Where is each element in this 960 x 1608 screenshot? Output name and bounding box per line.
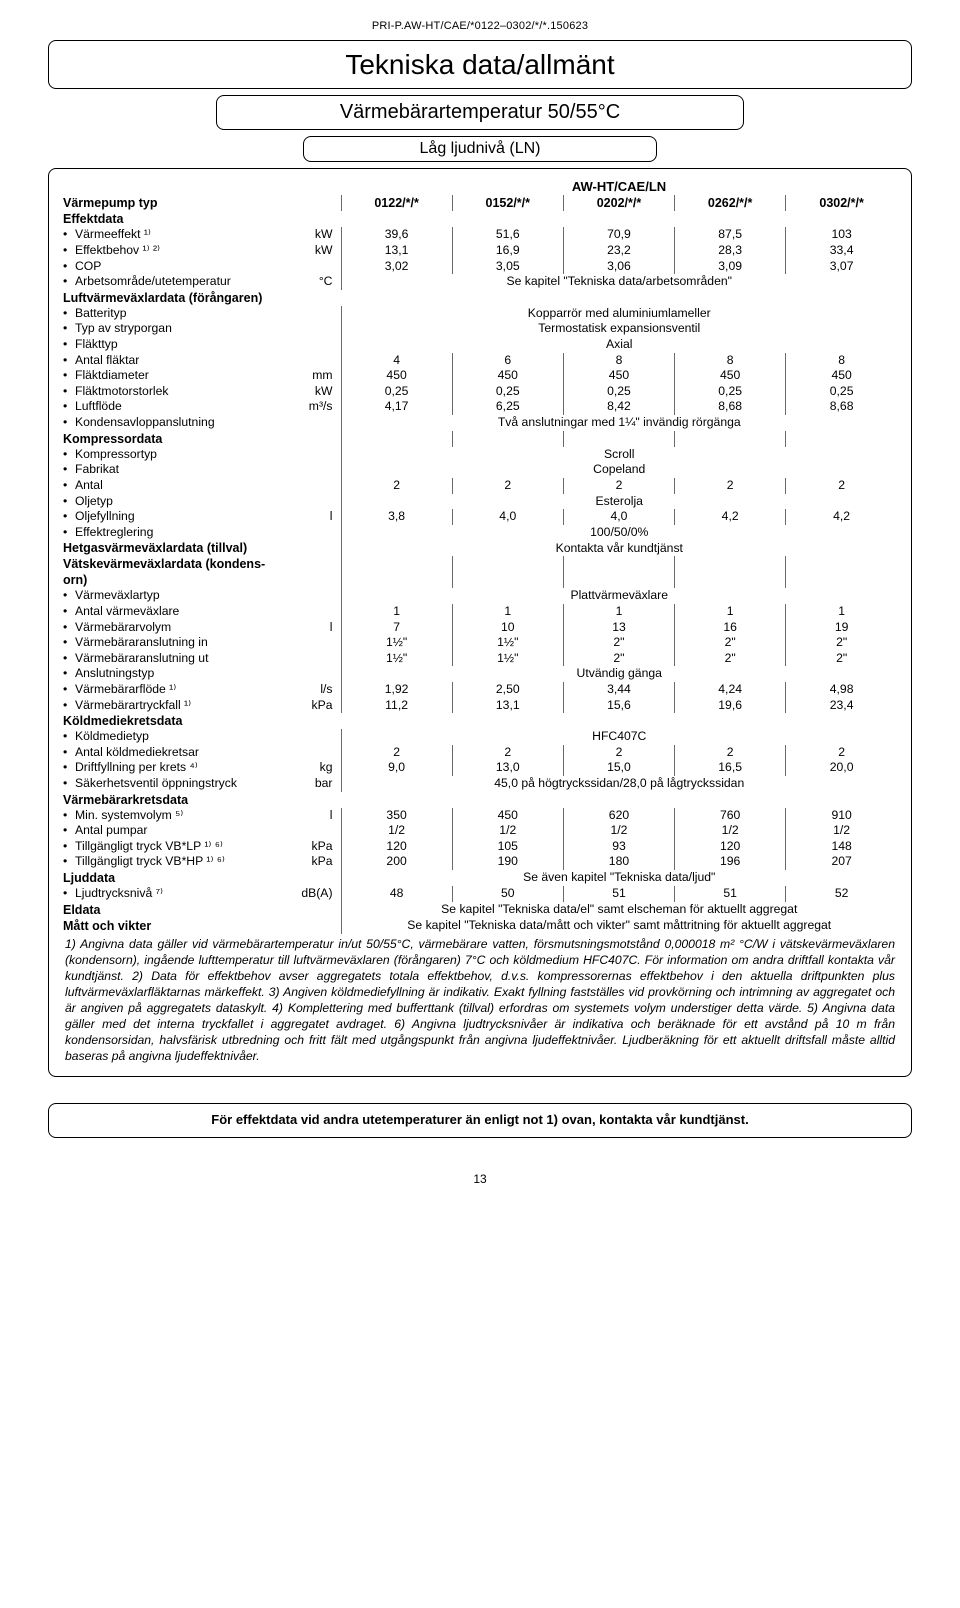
varmeeffekt-unit: kW	[293, 227, 341, 243]
anslut-span: Utvändig gänga	[341, 666, 897, 682]
row-pumptype: Värmepump typ	[63, 195, 293, 211]
koldtyp-span: HFC407C	[341, 729, 897, 745]
komptyp-span: Scroll	[341, 447, 897, 463]
komptyp-label: Kompressortyp	[63, 447, 157, 461]
eldata-span: Se kapitel "Tekniska data/el" samt elsch…	[341, 902, 897, 918]
arbets-label: Arbetsområde/utetemperatur	[63, 274, 231, 288]
flakttyp-span: Axial	[341, 337, 897, 353]
vbhp-label: Tillgängligt tryck VB*HP ¹⁾ ⁶⁾	[63, 854, 225, 868]
flakttyp-label: Fläkttyp	[63, 337, 118, 351]
drift-label: Driftfyllning per krets ⁴⁾	[63, 760, 198, 774]
subtitle: Värmebärartemperatur 50/55°C	[216, 95, 743, 130]
cop-label: COP	[63, 259, 101, 273]
vbflode-label: Värmebärarflöde ¹⁾	[63, 682, 176, 696]
effektbehov-unit: kW	[293, 243, 341, 259]
vbut-label: Värmebäraranslutning ut	[63, 651, 208, 665]
effektreg-label: Effektreglering	[63, 525, 153, 539]
col-3: 0262/*/*	[675, 195, 786, 211]
footer-note: För effektdata vid andra utetemperaturer…	[48, 1103, 912, 1137]
sak-label: Säkerhetsventil öppningstryck	[63, 776, 237, 790]
subtitle-2: Låg ljudnivå (LN)	[303, 136, 657, 162]
flaktar-label: Antal fläktar	[63, 353, 139, 367]
batterityp-span: Kopparrör med aluminiumlameller	[341, 306, 897, 322]
sec-eldata: Eldata	[63, 902, 293, 918]
fabrikat-label: Fabrikat	[63, 462, 119, 476]
koldtyp-label: Köldmedietyp	[63, 729, 149, 743]
matt-span: Se kapitel "Tekniska data/mått och vikte…	[341, 918, 897, 934]
col-1: 0152/*/*	[452, 195, 563, 211]
flaktdia-label: Fläktdiameter	[63, 368, 149, 382]
anslut-label: Anslutningstyp	[63, 666, 154, 680]
antalvv-label: Antal värmeväxlare	[63, 604, 179, 618]
vbtryck-label: Värmebärartryckfall ¹⁾	[63, 698, 191, 712]
effektreg-span: 100/50/0%	[341, 525, 897, 541]
batterityp-label: Batterityp	[63, 306, 126, 320]
sec-effekt: Effektdata	[63, 211, 897, 227]
stryp-span: Termostatisk expansionsventil	[341, 321, 897, 337]
antal-label: Antal	[63, 478, 103, 492]
oljefyll-label: Oljefyllning	[63, 509, 135, 523]
kondens-label: Kondensavloppanslutning	[63, 415, 215, 429]
vbin-label: Värmebäraranslutning in	[63, 635, 208, 649]
vvtyp-span: Plattvärmeväxlare	[341, 588, 897, 604]
sak-span: 45,0 på högtryckssidan/28,0 på lågtrycks…	[341, 776, 897, 792]
page-number: 13	[48, 1172, 912, 1187]
group-header: AW-HT/CAE/LN	[341, 179, 897, 196]
sec-matt: Mått och vikter	[63, 918, 293, 934]
effektbehov-label: Effektbehov ¹⁾ ²⁾	[63, 243, 160, 257]
sec-vatske-1: Vätskevärmeväxlardata (kondens-	[63, 556, 341, 572]
kondens-span: Två anslutningar med 1¼" invändig rörgän…	[341, 415, 897, 431]
oljetyp-span: Esterolja	[341, 494, 897, 510]
footnotes: 1) Angivna data gäller vid värmebärartem…	[63, 934, 897, 1065]
fabrikat-span: Copeland	[341, 462, 897, 478]
stryp-label: Typ av stryporgan	[63, 321, 172, 335]
sec-vatske-2: orn)	[63, 572, 341, 588]
luftflode-label: Luftflöde	[63, 399, 122, 413]
ljud-span: Se även kapitel "Tekniska data/ljud"	[341, 870, 897, 886]
vblp-label: Tillgängligt tryck VB*LP ¹⁾ ⁶⁾	[63, 839, 223, 853]
sec-vbkrets: Värmebärarkretsdata	[63, 792, 897, 808]
col-2: 0202/*/*	[563, 195, 674, 211]
antalpump-label: Antal pumpar	[63, 823, 148, 837]
antalkold-label: Antal köldmediekretsar	[63, 745, 199, 759]
minsys-label: Min. systemvolym ⁵⁾	[63, 808, 183, 822]
sec-ljud: Ljuddata	[63, 870, 293, 886]
page-title: Tekniska data/allmänt	[48, 40, 912, 89]
col-4: 0302/*/*	[786, 195, 897, 211]
flaktmotor-label: Fläktmotorstorlek	[63, 384, 168, 398]
sec-kold: Köldmediekretsdata	[63, 713, 897, 729]
sec-luft: Luftvärmeväxlardata (förångaren)	[63, 290, 897, 306]
arbets-span: Se kapitel "Tekniska data/arbetsområden"	[341, 274, 897, 290]
spec-table-box: AW-HT/CAE/LN Värmepump typ 0122/*/* 0152…	[48, 168, 912, 1078]
col-0: 0122/*/*	[341, 195, 452, 211]
oljetyp-label: Oljetyp	[63, 494, 113, 508]
ljudtryck-label: Ljudtrycksnivå ⁷⁾	[63, 886, 163, 900]
vvtyp-label: Värmeväxlartyp	[63, 588, 160, 602]
vbvol-label: Värmebärarvolym	[63, 620, 171, 634]
arbets-unit: °C	[293, 274, 341, 290]
sec-hetgas: Hetgasvärmeväxlardata (tillval)	[63, 540, 293, 556]
hetgas-span: Kontakta vår kundtjänst	[341, 540, 897, 556]
varmeeffekt-label: Värmeeffekt ¹⁾	[63, 227, 151, 241]
spec-table: AW-HT/CAE/LN Värmepump typ 0122/*/* 0152…	[63, 179, 897, 934]
doc-id: PRI-P.AW-HT/CAE/*0122–0302/*/*.150623	[48, 20, 912, 34]
sec-komp: Kompressordata	[63, 431, 341, 447]
